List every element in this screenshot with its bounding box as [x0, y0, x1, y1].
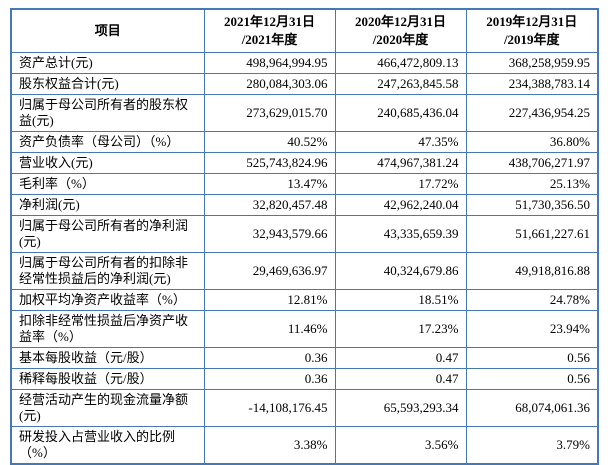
column-header-2021: 2021年12月31日 /2021年度	[203, 8, 336, 53]
row-label: 研发投入占营业收入的比例（%）	[10, 426, 205, 465]
value-cell: 40.52%	[203, 131, 336, 153]
header-period-line2: /2021年度	[241, 32, 298, 47]
table-row: 基本每股收益（元/股） 0.36 0.47 0.56	[10, 347, 599, 369]
table-row: 资产总计(元) 498,964,994.95 466,472,809.13 36…	[10, 52, 599, 74]
table-row: 稀释每股收益（元/股） 0.36 0.47 0.56	[10, 368, 599, 390]
value-cell: 23.94%	[465, 310, 599, 348]
row-label: 营业收入(元)	[10, 152, 205, 174]
table-row: 归属于母公司所有者的股东权益(元) 273,629,015.70 240,685…	[10, 94, 599, 132]
value-cell: 11.46%	[203, 310, 336, 348]
table-row: 归属于母公司所有者的净利润(元) 32,943,579.66 43,335,65…	[10, 215, 599, 253]
header-period-line2: /2019年度	[503, 32, 560, 47]
row-label: 基本每股收益（元/股）	[10, 347, 205, 369]
value-cell: 65,593,293.34	[334, 389, 467, 427]
table-row: 净利润(元) 32,820,457.48 42,962,240.04 51,73…	[10, 194, 599, 216]
value-cell: 0.56	[465, 368, 599, 390]
header-period-line1: 2019年12月31日	[486, 14, 578, 29]
value-cell: 0.47	[334, 368, 467, 390]
value-cell: 227,436,954.25	[465, 94, 599, 132]
table-row: 经营活动产生的现金流量净额(元) -14,108,176.45 65,593,2…	[10, 389, 599, 427]
value-cell: 0.47	[334, 347, 467, 369]
column-header-2020: 2020年12月31日 /2020年度	[334, 8, 467, 53]
row-label: 资产总计(元)	[10, 52, 205, 74]
value-cell: 474,967,381.24	[334, 152, 467, 174]
value-cell: 24.78%	[465, 289, 599, 311]
value-cell: 0.36	[203, 368, 336, 390]
value-cell: 247,263,845.58	[334, 73, 467, 95]
table-row: 资产负债率（母公司）（%） 40.52% 47.35% 36.80%	[10, 131, 599, 153]
column-header-2019: 2019年12月31日 /2019年度	[465, 8, 599, 53]
value-cell: 51,661,227.61	[465, 215, 599, 253]
table-row: 股东权益合计(元) 280,084,303.06 247,263,845.58 …	[10, 73, 599, 95]
row-label: 经营活动产生的现金流量净额(元)	[10, 389, 205, 427]
value-cell: 438,706,271.97	[465, 152, 599, 174]
value-cell: 368,258,959.95	[465, 52, 599, 74]
financial-summary-page: 项目 2021年12月31日 /2021年度 2020年12月31日 /2020…	[10, 8, 599, 465]
value-cell: 32,820,457.48	[203, 194, 336, 216]
value-cell: 36.80%	[465, 131, 599, 153]
table-row: 扣除非经常性损益后净资产收益率（%） 11.46% 17.23% 23.94%	[10, 310, 599, 348]
value-cell: 0.56	[465, 347, 599, 369]
value-cell: 49,918,816.88	[465, 252, 599, 290]
row-label: 加权平均净资产收益率（%）	[10, 289, 205, 311]
row-label: 归属于母公司所有者的净利润(元)	[10, 215, 205, 253]
value-cell: 42,962,240.04	[334, 194, 467, 216]
value-cell: 498,964,994.95	[203, 52, 336, 74]
value-cell: -14,108,176.45	[203, 389, 336, 427]
row-label: 毛利率（%）	[10, 173, 205, 195]
value-cell: 17.23%	[334, 310, 467, 348]
row-label: 净利润(元)	[10, 194, 205, 216]
table-row: 营业收入(元) 525,743,824.96 474,967,381.24 43…	[10, 152, 599, 174]
value-cell: 240,685,436.04	[334, 94, 467, 132]
value-cell: 466,472,809.13	[334, 52, 467, 74]
value-cell: 280,084,303.06	[203, 73, 336, 95]
value-cell: 47.35%	[334, 131, 467, 153]
header-period-line2: /2020年度	[372, 32, 429, 47]
value-cell: 18.51%	[334, 289, 467, 311]
row-label: 股东权益合计(元)	[10, 73, 205, 95]
row-label: 资产负债率（母公司）（%）	[10, 131, 205, 153]
value-cell: 234,388,783.14	[465, 73, 599, 95]
value-cell: 17.72%	[334, 173, 467, 195]
value-cell: 12.81%	[203, 289, 336, 311]
value-cell: 0.36	[203, 347, 336, 369]
table-row: 研发投入占营业收入的比例（%） 3.38% 3.56% 3.79%	[10, 426, 599, 465]
value-cell: 273,629,015.70	[203, 94, 336, 132]
header-row: 项目 2021年12月31日 /2021年度 2020年12月31日 /2020…	[10, 8, 599, 53]
value-cell: 29,469,636.97	[203, 252, 336, 290]
value-cell: 32,943,579.66	[203, 215, 336, 253]
row-label: 稀释每股收益（元/股）	[10, 368, 205, 390]
value-cell: 43,335,659.39	[334, 215, 467, 253]
financial-summary-table: 项目 2021年12月31日 /2021年度 2020年12月31日 /2020…	[10, 8, 599, 465]
value-cell: 25.13%	[465, 173, 599, 195]
table-row: 毛利率（%） 13.47% 17.72% 25.13%	[10, 173, 599, 195]
row-label: 扣除非经常性损益后净资产收益率（%）	[10, 310, 205, 348]
row-label: 归属于母公司所有者的股东权益(元)	[10, 94, 205, 132]
value-cell: 68,074,061.36	[465, 389, 599, 427]
value-cell: 40,324,679.86	[334, 252, 467, 290]
value-cell: 525,743,824.96	[203, 152, 336, 174]
value-cell: 3.38%	[203, 426, 336, 465]
column-header-item: 项目	[10, 8, 205, 53]
table-row: 归属于母公司所有者的扣除非经常性损益后的净利润(元) 29,469,636.97…	[10, 252, 599, 290]
table-row: 加权平均净资产收益率（%） 12.81% 18.51% 24.78%	[10, 289, 599, 311]
value-cell: 3.56%	[334, 426, 467, 465]
value-cell: 51,730,356.50	[465, 194, 599, 216]
value-cell: 3.79%	[465, 426, 599, 465]
header-period-line1: 2021年12月31日	[223, 14, 315, 29]
row-label: 归属于母公司所有者的扣除非经常性损益后的净利润(元)	[10, 252, 205, 290]
header-period-line1: 2020年12月31日	[354, 14, 446, 29]
value-cell: 13.47%	[203, 173, 336, 195]
